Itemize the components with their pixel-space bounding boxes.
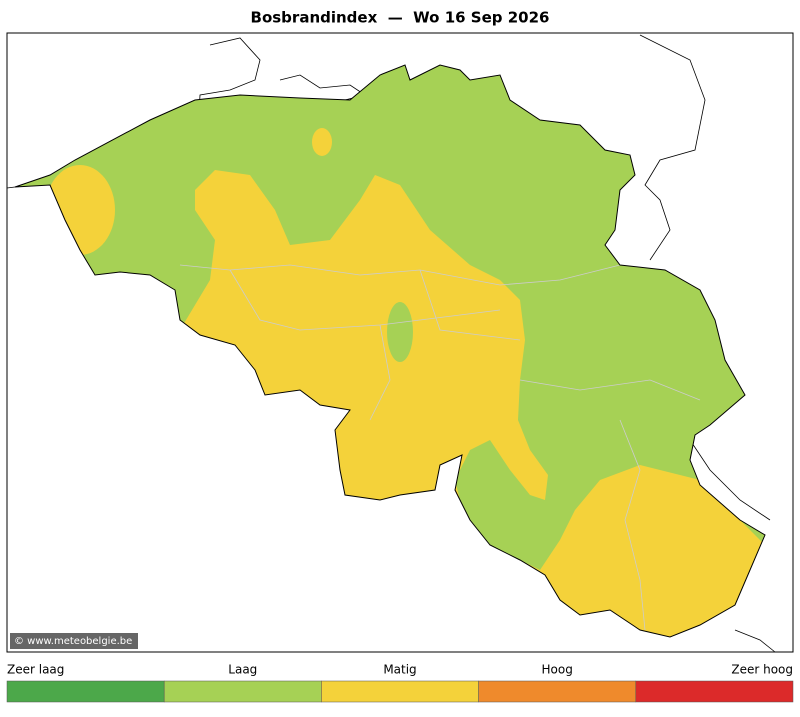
legend-label: Laag: [228, 663, 257, 677]
legend-swatch: [6, 680, 165, 703]
legend: Zeer laag Laag Matig Hoog Zeer hoog: [6, 663, 794, 703]
legend-swatch: [478, 680, 637, 703]
legend-label: Matig: [383, 663, 416, 677]
credit: © www.meteobelgie.be: [14, 636, 132, 647]
zone-moderate: [312, 128, 332, 156]
title: Bosbrandindex — Wo 16 Sep 2026: [251, 9, 550, 27]
credit-box: [10, 633, 138, 649]
legend-swatch: [635, 680, 794, 703]
legend-label: Zeer hoog: [731, 663, 793, 677]
zone-low: [387, 302, 413, 362]
legend-swatch: [321, 680, 479, 703]
legend-label: Hoog: [542, 663, 573, 677]
province-borders: [179, 264, 701, 631]
legend-swatch: [163, 680, 322, 703]
legend-label: Zeer laag: [7, 663, 64, 677]
